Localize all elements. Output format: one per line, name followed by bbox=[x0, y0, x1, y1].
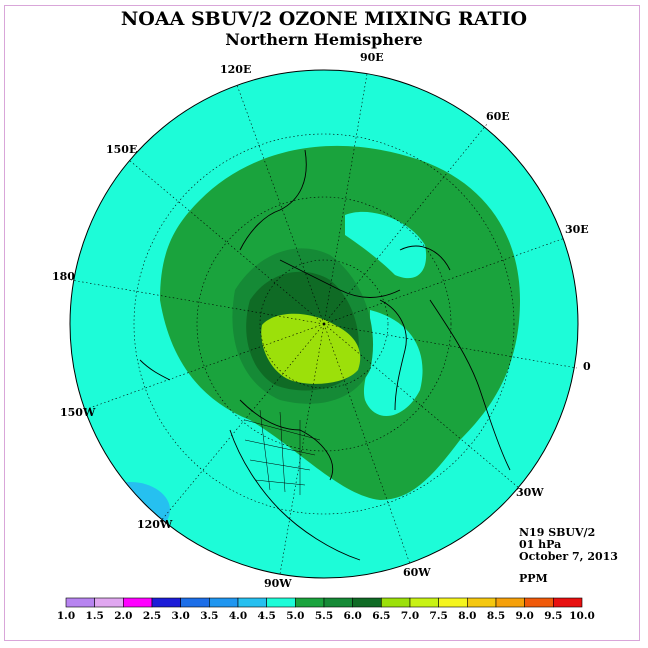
map-disc-outline bbox=[69, 69, 579, 579]
ozone-contour-6-5 bbox=[261, 313, 361, 384]
colorbar-tick-label: 9.5 bbox=[544, 610, 562, 622]
colorbar-tick-label: 4.5 bbox=[258, 610, 276, 622]
meridian-label-90e: 90E bbox=[360, 51, 384, 64]
meridian-label-60e: 60E bbox=[486, 110, 510, 123]
colorbar-tick-label: 9.0 bbox=[516, 610, 534, 622]
colorbar-cell bbox=[180, 597, 210, 608]
meridian-label-30w: 30W bbox=[516, 486, 544, 499]
image-frame bbox=[4, 5, 640, 641]
instrument-label: N19 SBUV/2 bbox=[519, 526, 596, 539]
meridian-label-30e: 30E bbox=[565, 223, 589, 236]
colorbar-tick-label: 2.0 bbox=[114, 610, 132, 622]
colorbar-cell bbox=[553, 597, 583, 608]
date-label: October 7, 2013 bbox=[519, 550, 618, 563]
colorbar-tick-label: 5.0 bbox=[286, 610, 304, 622]
colorbar-tick-label: 6.0 bbox=[344, 610, 362, 622]
colorbar-cell bbox=[209, 597, 239, 608]
colorbar-cell bbox=[123, 597, 153, 608]
colorbar-tick-label: 3.0 bbox=[172, 610, 190, 622]
state-borders bbox=[244, 409, 321, 495]
graticule bbox=[70, 73, 578, 575]
colorbar-cell bbox=[409, 597, 439, 608]
meridian-label-150w: 150W bbox=[60, 406, 96, 419]
colorbar-tick-label: 7.5 bbox=[430, 610, 448, 622]
map-subtitle: Northern Hemisphere bbox=[225, 30, 423, 49]
colorbar-cell bbox=[495, 597, 525, 608]
colorbar-cell bbox=[237, 597, 267, 608]
colorbar-tick-label: 4.0 bbox=[229, 610, 247, 622]
meridian-label-180: 180 bbox=[52, 270, 75, 283]
colorbar-cell bbox=[381, 597, 411, 608]
colorbar-tick-label: 10.0 bbox=[569, 610, 595, 622]
colorbar-tick-label: 2.5 bbox=[143, 610, 161, 622]
colorbar-tick-label: 7.0 bbox=[401, 610, 419, 622]
meridian-label-120e: 120E bbox=[220, 63, 251, 76]
ozone-contour-5-0-hole-2 bbox=[363, 310, 423, 417]
meridian-label-60w: 60W bbox=[403, 566, 431, 579]
colorbar-cells bbox=[65, 597, 583, 608]
colorbar-tick-label: 3.5 bbox=[200, 610, 218, 622]
colorbar-cell bbox=[295, 597, 325, 608]
colorbar-tick-label: 8.0 bbox=[458, 610, 476, 622]
colorbar-tick-label: 8.5 bbox=[487, 610, 505, 622]
meridian-label-120w: 120W bbox=[137, 518, 173, 531]
colorbar-cell bbox=[467, 597, 497, 608]
colorbar-cell bbox=[94, 597, 124, 608]
colorbar-cell bbox=[352, 597, 382, 608]
colorbar-tick-label: 5.5 bbox=[315, 610, 333, 622]
colorbar-ticks: 1.0 1.5 2.0 2.5 3.0 3.5 4.0 4.5 5.0 5.5 6.0 6.5 7.0 7… bbox=[57, 610, 595, 622]
colorbar-cell bbox=[524, 597, 554, 608]
colorbar-tick-label: 1.0 bbox=[57, 610, 75, 622]
colorbar-cell bbox=[438, 597, 468, 608]
polar-ozone-map: 90E 60E 30E 0 30W 60W 90W 120W 150W 180 … bbox=[52, 51, 591, 590]
meridian-label-0: 0 bbox=[583, 360, 591, 373]
pressure-label: 01 hPa bbox=[519, 538, 562, 551]
colorbar-tick-label: 6.5 bbox=[372, 610, 390, 622]
colorbar-cell bbox=[323, 597, 353, 608]
meridian-label-150e: 150E bbox=[106, 143, 137, 156]
unit-label: PPM bbox=[519, 572, 548, 585]
colorbar-cell bbox=[65, 597, 95, 608]
meridian-label-90w: 90W bbox=[264, 577, 292, 590]
ozone-contour-5-0-hole bbox=[345, 211, 427, 279]
colorbar-tick-label: 1.5 bbox=[86, 610, 104, 622]
colorbar-cell bbox=[151, 597, 181, 608]
map-title: NOAA SBUV/2 OZONE MIXING RATIO bbox=[120, 8, 528, 30]
colorbar-cell bbox=[266, 597, 296, 608]
